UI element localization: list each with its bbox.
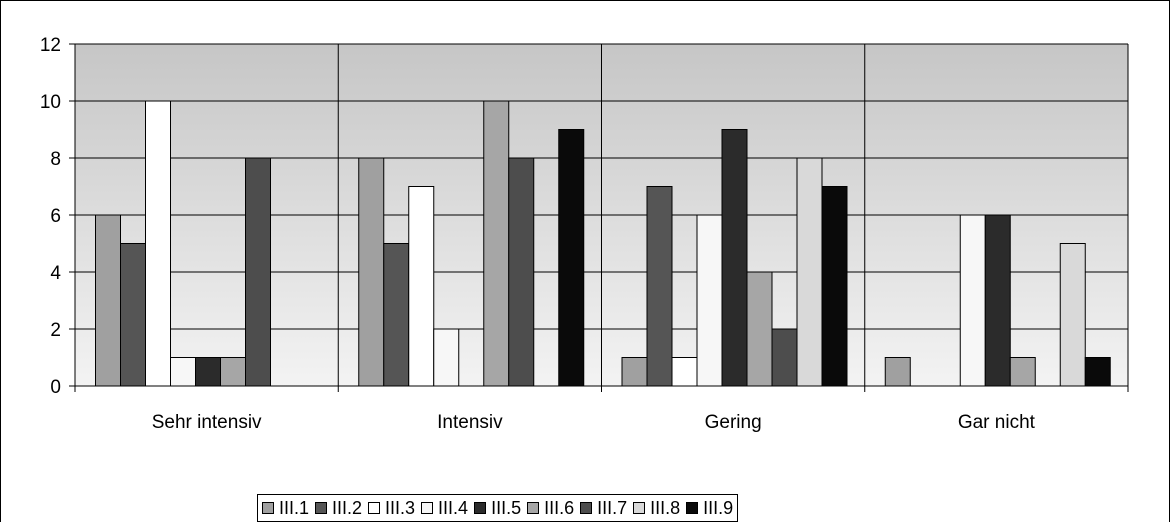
bar bbox=[146, 101, 171, 386]
y-tick-label: 6 bbox=[50, 206, 61, 227]
bar bbox=[409, 187, 434, 387]
bar bbox=[121, 244, 146, 387]
legend-swatch bbox=[686, 502, 698, 514]
bar bbox=[196, 358, 221, 387]
bar bbox=[1085, 358, 1110, 387]
bar bbox=[434, 329, 459, 386]
bar bbox=[697, 215, 722, 386]
bar bbox=[171, 358, 196, 387]
y-tick-label: 8 bbox=[50, 149, 61, 170]
chart-legend: III.1 III.2 III.3 III.4 III.5 III.6 III.7 III.8… bbox=[257, 494, 738, 522]
bar bbox=[985, 215, 1010, 386]
legend-label: III.1 bbox=[279, 498, 309, 519]
legend-label: III.4 bbox=[438, 498, 468, 519]
legend-label: III.2 bbox=[332, 498, 362, 519]
bar bbox=[559, 130, 584, 387]
bar bbox=[747, 272, 772, 386]
bar bbox=[384, 244, 409, 387]
legend-label: III.5 bbox=[491, 498, 521, 519]
legend-swatch bbox=[315, 502, 327, 514]
legend-label: III.8 bbox=[650, 498, 680, 519]
legend-swatch bbox=[262, 502, 274, 514]
x-tick-label: Sehr intensiv bbox=[152, 412, 262, 433]
bar bbox=[246, 158, 271, 386]
legend-item: III.1 bbox=[262, 498, 309, 519]
legend-label: III.3 bbox=[385, 498, 415, 519]
bar bbox=[647, 187, 672, 387]
legend-swatch bbox=[527, 502, 539, 514]
bar bbox=[96, 215, 121, 386]
bar bbox=[797, 158, 822, 386]
bar bbox=[484, 101, 509, 386]
x-tick-label: Intensiv bbox=[437, 412, 503, 433]
bar bbox=[960, 215, 985, 386]
legend-swatch bbox=[474, 502, 486, 514]
bar bbox=[822, 187, 847, 387]
legend-item: III.2 bbox=[315, 498, 362, 519]
legend-swatch bbox=[368, 502, 380, 514]
bar bbox=[772, 329, 797, 386]
bar bbox=[221, 358, 246, 387]
x-tick-label: Gar nicht bbox=[958, 412, 1036, 433]
y-tick-label: 4 bbox=[50, 263, 61, 284]
legend-item: III.4 bbox=[421, 498, 468, 519]
bar bbox=[359, 158, 384, 386]
bar bbox=[722, 130, 747, 387]
y-tick-label: 12 bbox=[40, 35, 61, 56]
bar bbox=[672, 358, 697, 387]
legend-item: III.9 bbox=[686, 498, 733, 519]
y-tick-label: 0 bbox=[50, 377, 61, 398]
legend-item: III.8 bbox=[633, 498, 680, 519]
legend-label: III.6 bbox=[544, 498, 574, 519]
legend-swatch bbox=[421, 502, 433, 514]
bar bbox=[509, 158, 534, 386]
legend-item: III.7 bbox=[580, 498, 627, 519]
legend-item: III.5 bbox=[474, 498, 521, 519]
x-tick-label: Gering bbox=[705, 412, 762, 433]
bar bbox=[1010, 358, 1035, 387]
legend-swatch bbox=[580, 502, 592, 514]
legend-label: III.7 bbox=[597, 498, 627, 519]
y-tick-label: 2 bbox=[50, 320, 61, 341]
legend-label: III.9 bbox=[703, 498, 733, 519]
y-tick-label: 10 bbox=[40, 92, 61, 113]
bar bbox=[885, 358, 910, 387]
bar bbox=[1060, 244, 1085, 387]
bar bbox=[622, 358, 647, 387]
legend-item: III.6 bbox=[527, 498, 574, 519]
legend-item: III.3 bbox=[368, 498, 415, 519]
legend-swatch bbox=[633, 502, 645, 514]
